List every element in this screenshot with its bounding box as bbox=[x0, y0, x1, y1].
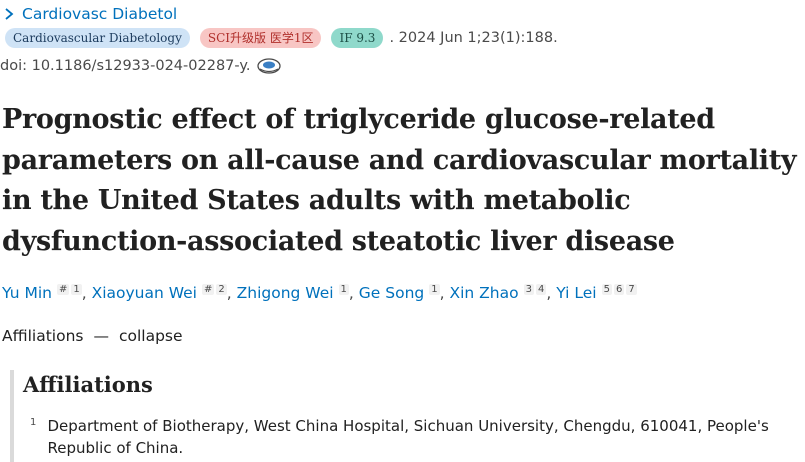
article-title: Prognostic effect of triglyceride glucos… bbox=[2, 104, 797, 257]
author-link[interactable]: Yu Min bbox=[2, 284, 52, 303]
affiliations-toggle-label: Affiliations bbox=[2, 327, 84, 345]
publication-date: . 2024 Jun 1;23(1):188. bbox=[389, 30, 558, 46]
journal-badge[interactable]: Cardiovascular Diabetology bbox=[5, 28, 190, 48]
sci-badge[interactable]: SCI升级版 医学1区 bbox=[199, 28, 322, 48]
affiliations-toggle[interactable]: Affiliations — collapse bbox=[2, 327, 183, 345]
affiliations-heading: Affiliations bbox=[23, 372, 153, 397]
affiliation-item: 1 Department of Biotherapy, West China H… bbox=[30, 415, 800, 459]
author-affiliation-marks[interactable]: 1 bbox=[429, 284, 440, 295]
affiliations-panel: Affiliations 1 Department of Biotherapy,… bbox=[10, 370, 805, 462]
doi-text: doi: 10.1186/s12933-024-02287-y. bbox=[0, 58, 251, 74]
author-list: Yu Min #1, Xiaoyuan Wei #2, Zhigong Wei 1, … bbox=[2, 284, 637, 303]
meta-row: Cardiovascular Diabetology SCI升级版 医学1区 I… bbox=[0, 27, 558, 49]
author-link[interactable]: Ge Song bbox=[358, 284, 425, 303]
journal-row: Cardiovasc Diabetol bbox=[0, 3, 177, 25]
journal-link[interactable]: Cardiovasc Diabetol bbox=[22, 5, 178, 23]
affiliations-toggle-dash: — bbox=[93, 327, 109, 345]
author-link[interactable]: Zhigong Wei bbox=[236, 284, 334, 303]
affiliation-text: Department of Biotherapy, West China Hos… bbox=[47, 417, 769, 457]
affiliation-number: 1 bbox=[30, 417, 37, 428]
author-link[interactable]: Xin Zhao bbox=[449, 284, 519, 303]
author-affiliation-marks[interactable]: #1 bbox=[56, 284, 82, 295]
chevron-right-icon[interactable] bbox=[2, 7, 16, 21]
cited-by-icon[interactable] bbox=[256, 56, 282, 76]
author-affiliation-marks[interactable]: 1 bbox=[338, 284, 349, 295]
affiliations-collapse-link[interactable]: collapse bbox=[118, 327, 183, 345]
author-affiliation-marks[interactable]: #2 bbox=[202, 284, 227, 295]
author-link[interactable]: Yi Lei bbox=[556, 284, 597, 303]
author-link[interactable]: Xiaoyuan Wei bbox=[91, 284, 197, 303]
doi-row: doi: 10.1186/s12933-024-02287-y. bbox=[0, 55, 282, 77]
impact-factor-badge[interactable]: IF 9.3 bbox=[331, 28, 384, 48]
